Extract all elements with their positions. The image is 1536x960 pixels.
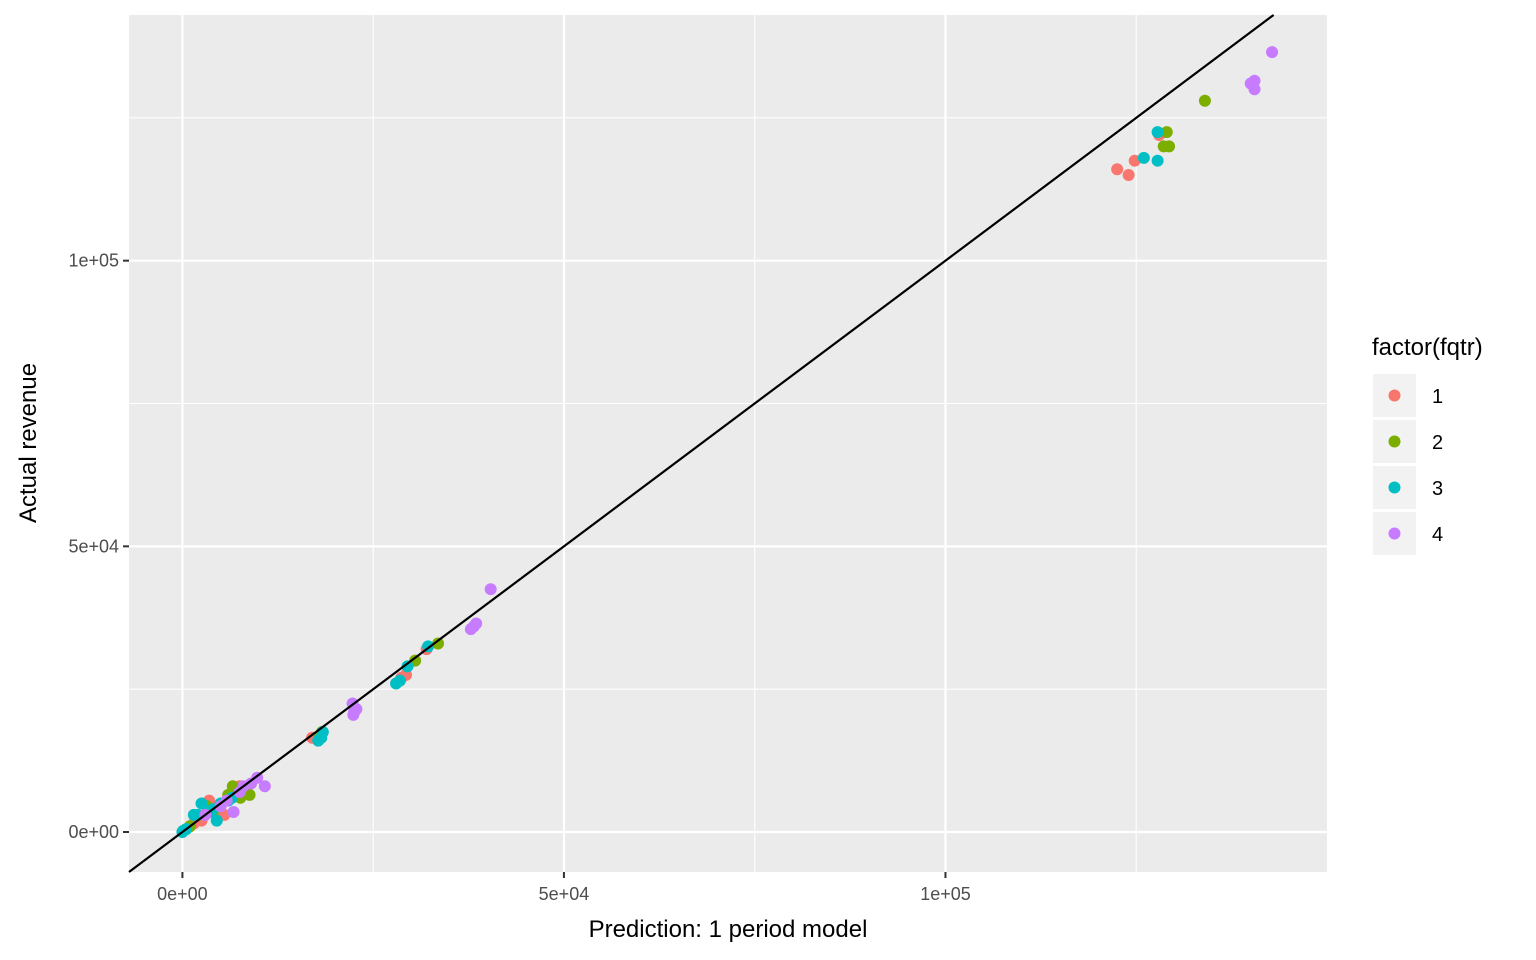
data-point (1122, 168, 1135, 181)
data-point (1137, 151, 1150, 164)
data-point (1111, 163, 1124, 176)
y-tick-label: 0e+00 (68, 822, 119, 842)
data-point (1151, 126, 1164, 139)
plot-panel (129, 15, 1327, 872)
data-point (432, 637, 445, 650)
data-point (187, 808, 200, 821)
y-tick-label: 1e+05 (68, 251, 119, 271)
x-axis: 0e+00 5e+04 1e+05 (157, 872, 971, 904)
data-point (1128, 154, 1141, 167)
legend-item-2: 2 (1373, 420, 1443, 463)
y-axis: 0e+00 5e+04 1e+05 (68, 251, 129, 842)
legend-item-3: 3 (1373, 466, 1443, 509)
legend-key-point (1388, 389, 1401, 402)
data-point (1160, 126, 1173, 139)
legend-title: factor(fqtr) (1372, 334, 1483, 361)
data-point (258, 780, 271, 793)
x-axis-title: Prediction: 1 period model (589, 916, 868, 943)
data-point (210, 814, 223, 827)
legend-key-point (1388, 527, 1401, 540)
legend-item-4: 4 (1373, 512, 1443, 555)
data-point (1248, 83, 1261, 96)
data-point (1266, 46, 1279, 59)
legend-key-point (1388, 481, 1401, 494)
y-tick-label: 5e+04 (68, 536, 119, 556)
legend: factor(fqtr) 1 2 3 4 (1372, 334, 1483, 555)
legend-keys: 1 2 3 4 (1373, 374, 1443, 555)
x-tick-label: 0e+00 (157, 884, 208, 904)
data-point (1151, 154, 1164, 167)
y-axis-title: Actual revenue (15, 363, 42, 523)
data-point (312, 734, 325, 747)
data-point (227, 806, 240, 819)
legend-label: 3 (1432, 478, 1443, 500)
reference-line (128, 14, 1275, 873)
legend-label: 1 (1432, 386, 1443, 408)
data-point (1163, 140, 1176, 153)
data-point (1198, 94, 1211, 107)
legend-label: 4 (1432, 524, 1443, 546)
x-tick-label: 1e+05 (920, 884, 971, 904)
data-point (464, 623, 477, 636)
data-point (347, 708, 360, 721)
reference-line-layer (128, 14, 1275, 873)
data-point (401, 660, 414, 673)
data-point (390, 677, 403, 690)
grid-major (129, 15, 1327, 872)
data-point (195, 797, 208, 810)
legend-key-point (1388, 435, 1401, 448)
legend-label: 2 (1432, 432, 1443, 454)
data-point (484, 583, 497, 596)
x-tick-label: 5e+04 (539, 884, 590, 904)
data-point (214, 800, 227, 813)
legend-item-1: 1 (1373, 374, 1443, 417)
data-point (233, 786, 246, 799)
